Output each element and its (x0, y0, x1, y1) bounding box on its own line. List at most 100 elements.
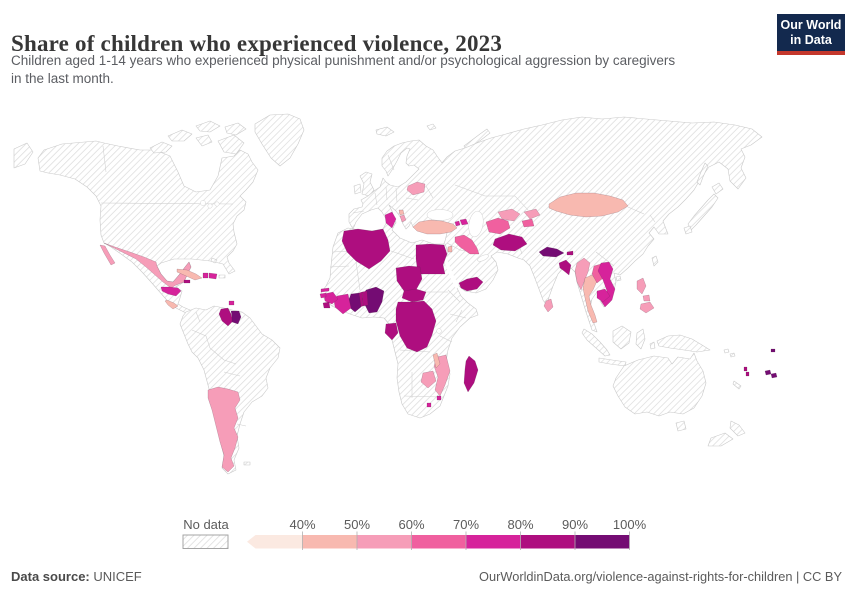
country-vanuatu[interactable] (745, 371, 750, 377)
country-bhutan[interactable] (566, 250, 574, 256)
landmass-falklands (243, 461, 251, 466)
owid-logo[interactable]: Our World in Data (777, 14, 845, 55)
landmass-australia (612, 352, 707, 417)
legend-no-data-label: No data (183, 517, 229, 532)
legend-tick-label: 80% (507, 517, 533, 532)
country-argentina[interactable] (207, 386, 241, 473)
landmass-sumatra (581, 328, 611, 357)
landmass-iceland (375, 126, 395, 137)
country-mongolia[interactable] (548, 192, 629, 218)
country-yemen[interactable] (458, 276, 484, 292)
landmass-chukotka-fragment (13, 142, 34, 169)
page-title: Share of children who experienced violen… (11, 31, 503, 57)
country-tajikistan[interactable] (521, 218, 535, 228)
attribution-link[interactable]: OurWorldinData.org/violence-against-righ… (479, 569, 842, 584)
data-source-value: UNICEF (89, 569, 142, 584)
country-trinidad-and-tobago[interactable] (228, 300, 235, 306)
persian-gulf (477, 254, 489, 262)
country-cuba[interactable] (176, 268, 203, 281)
country-egypt[interactable] (415, 243, 448, 275)
landmass-new-zealand-south (707, 432, 734, 447)
country-myanmar[interactable] (574, 257, 591, 291)
country-suriname[interactable] (230, 310, 242, 325)
country-belarus[interactable] (406, 181, 426, 196)
data-countries (99, 181, 778, 473)
landmass-new-caledonia (732, 380, 742, 390)
country-iraq[interactable] (454, 234, 480, 255)
country-gambia[interactable] (320, 287, 330, 293)
country-albania[interactable] (399, 214, 407, 223)
legend-bin-swatch[interactable] (302, 535, 358, 549)
landmass-arctic-island (149, 141, 173, 154)
legend-tick-label: 50% (344, 517, 370, 532)
country-sri-lanka[interactable] (543, 298, 554, 313)
country-philippines[interactable] (636, 277, 647, 295)
country-dominican-republic[interactable] (208, 272, 218, 280)
country-malawi[interactable] (432, 352, 441, 369)
legend-bin-swatch[interactable] (411, 535, 467, 549)
legend-tick-label: 60% (398, 517, 424, 532)
country-vietnam[interactable] (597, 261, 616, 308)
country-samoa[interactable] (770, 348, 776, 353)
country-chad[interactable] (395, 265, 423, 292)
country-madagascar[interactable] (463, 355, 479, 393)
country-cambodia[interactable] (596, 288, 611, 303)
country-fiji[interactable] (764, 369, 772, 376)
great-lake (207, 203, 213, 209)
landmass-japan-kyushu (683, 225, 693, 235)
country-jordan[interactable] (447, 245, 453, 253)
country-turkey[interactable] (412, 219, 458, 235)
country-jamaica[interactable] (183, 279, 191, 284)
owid-logo-line1: Our World (780, 18, 842, 32)
legend-bin-swatch[interactable] (466, 535, 521, 549)
country-armenia[interactable] (454, 220, 461, 227)
landmass-tasmania (675, 420, 687, 432)
country-central-african-republic[interactable] (401, 288, 427, 303)
legend-bin-swatch[interactable] (575, 535, 630, 549)
country-mexico[interactable] (99, 244, 116, 266)
country-turkmenistan[interactable] (485, 217, 511, 235)
country-philippines[interactable] (642, 294, 651, 302)
owid-logo-accent-bar (777, 51, 845, 55)
country-mexico[interactable] (103, 242, 192, 289)
legend-tick-label: 90% (562, 517, 588, 532)
country-nepal[interactable] (538, 246, 565, 258)
country-uzbekistan[interactable] (497, 208, 521, 222)
country-guinea[interactable] (323, 291, 339, 305)
red-sea (441, 249, 459, 289)
legend-no-data-swatch[interactable] (182, 534, 229, 549)
country-afghanistan[interactable] (492, 233, 528, 252)
country-tunisia[interactable] (384, 211, 397, 229)
landmass-arctic-island (195, 134, 213, 147)
legend-bin-swatch[interactable] (247, 535, 303, 549)
landmass-sakhalin (696, 162, 709, 186)
landmass-borneo (612, 325, 632, 350)
legend-bin-swatch[interactable] (357, 535, 412, 549)
landmass-greenland (254, 113, 305, 167)
country-gabon[interactable] (384, 322, 399, 341)
country-honduras[interactable] (160, 286, 182, 297)
country-lesotho[interactable] (426, 402, 432, 408)
legend-bin-swatch[interactable] (520, 535, 576, 549)
country-sierra-leone[interactable] (322, 301, 331, 309)
country-guinea-bissau[interactable] (319, 292, 327, 299)
country-guyana[interactable] (218, 307, 234, 327)
country-haiti[interactable] (202, 272, 209, 279)
country-philippines[interactable] (639, 301, 655, 314)
great-lake (214, 201, 220, 207)
country-democratic-republic-of-congo[interactable] (395, 300, 437, 353)
country-bangladesh[interactable] (558, 259, 572, 276)
country-costa-rica[interactable] (164, 299, 179, 310)
legend-tick-label: 40% (289, 517, 315, 532)
country-zimbabwe[interactable] (420, 370, 437, 389)
landmass-arctic-island (167, 129, 193, 142)
country-fiji[interactable] (770, 372, 778, 379)
country-vanuatu[interactable] (743, 366, 748, 372)
country-kyrgyzstan[interactable] (523, 208, 541, 220)
country-azerbaijan[interactable] (459, 218, 469, 226)
country-algeria[interactable] (341, 228, 391, 270)
country-montenegro[interactable] (398, 209, 405, 216)
country-eswatini[interactable] (436, 395, 442, 401)
owid-logo-box: Our World in Data (777, 14, 845, 51)
